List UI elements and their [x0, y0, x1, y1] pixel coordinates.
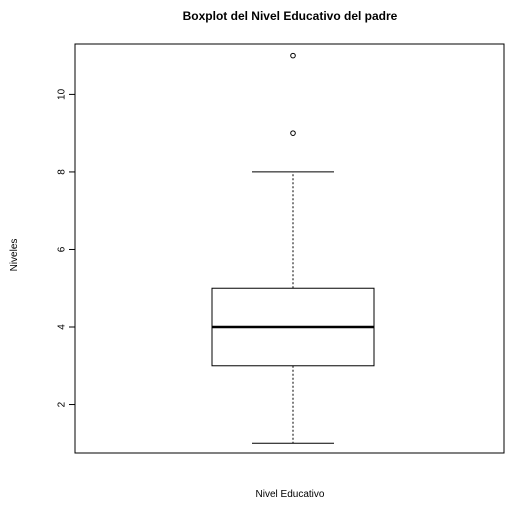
y-tick-label: 6 — [57, 246, 68, 252]
chart-title: Boxplot del Nivel Educativo del padre — [183, 9, 398, 23]
boxplot-series — [211, 52, 375, 444]
outlier-point — [290, 52, 296, 59]
outlier-point — [290, 130, 296, 136]
plot-frame — [74, 43, 505, 454]
y-tick-label: 10 — [57, 88, 68, 100]
y-axis: 2 4 6 8 10 — [57, 88, 75, 407]
y-axis-title: Niveles — [9, 239, 20, 272]
x-axis-title: Nivel Educativo — [256, 489, 325, 500]
y-tick-label: 4 — [57, 324, 68, 330]
y-tick-label: 8 — [57, 169, 68, 175]
y-tick-label: 2 — [57, 401, 68, 407]
